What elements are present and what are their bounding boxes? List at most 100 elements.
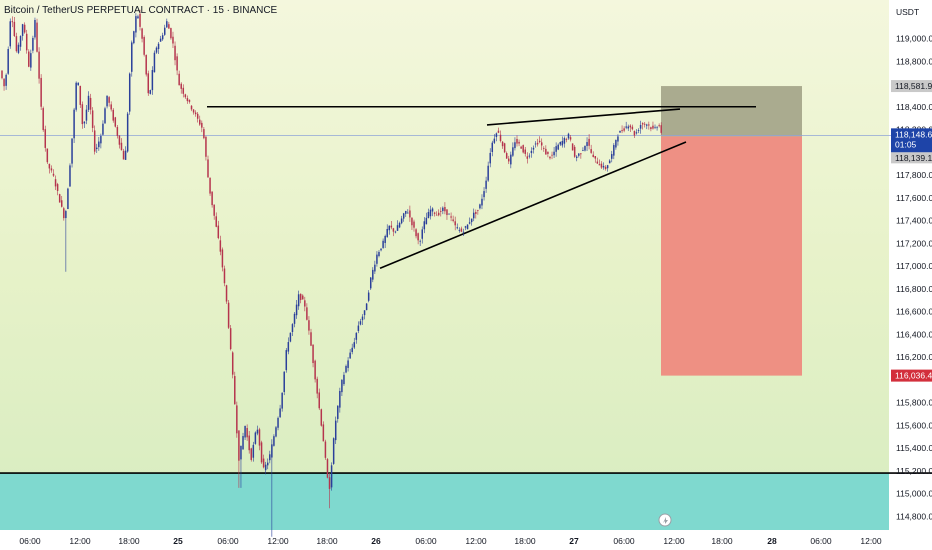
- candle-body: [545, 148, 547, 155]
- price-tick-label: 115,800.0: [896, 398, 932, 408]
- candle-body: [444, 207, 446, 212]
- candle-body: [363, 310, 366, 316]
- stop-zone[interactable]: [661, 136, 802, 376]
- candle-body: [378, 251, 380, 257]
- time-tick-label: 12:00: [465, 536, 487, 546]
- candle-body: [580, 153, 582, 155]
- candle-body: [242, 436, 244, 450]
- entry-price-text: 118,139.1: [895, 153, 932, 163]
- candle-body: [262, 458, 265, 468]
- candle-body: [209, 177, 211, 194]
- candle-body: [501, 141, 504, 147]
- candle-body: [264, 464, 267, 471]
- candle-body: [9, 21, 11, 47]
- candle-body: [565, 139, 568, 140]
- candle-body: [508, 158, 510, 162]
- candle-body: [28, 51, 30, 67]
- candle-body: [639, 124, 642, 129]
- candle-body: [582, 150, 584, 151]
- candle-body: [407, 212, 409, 214]
- candle-body: [219, 240, 222, 252]
- candle-body: [176, 56, 178, 71]
- candle-body: [390, 225, 393, 228]
- candle-body: [400, 218, 403, 224]
- candle-body: [252, 444, 255, 458]
- candle-body: [306, 307, 308, 320]
- time-axis[interactable]: 06:00 12:00 18:00 25 06:00 12:00 18:00 26 06:00 1…: [19, 536, 882, 546]
- candle-body: [374, 264, 376, 272]
- candle-body: [221, 249, 224, 268]
- candle-body: [13, 21, 16, 37]
- candle-body: [159, 38, 162, 42]
- candle-body: [611, 154, 613, 159]
- candle-body: [291, 324, 294, 332]
- candle-body: [532, 147, 535, 150]
- candle-body: [600, 163, 603, 168]
- candle-body: [58, 194, 61, 203]
- candle-body: [359, 321, 362, 325]
- candle-body: [394, 231, 397, 233]
- candle-body: [522, 145, 524, 153]
- countdown-text: 01:05: [895, 139, 917, 149]
- candle-body: [386, 228, 388, 238]
- candle-body: [553, 151, 555, 156]
- candle-body: [302, 295, 304, 300]
- candle-body: [203, 129, 205, 139]
- candle-body: [320, 409, 323, 426]
- candle-body: [514, 142, 516, 149]
- candle-body: [615, 140, 617, 148]
- candle-body: [349, 352, 351, 359]
- price-tick-label: 117,200.0: [896, 238, 932, 248]
- candle-body: [100, 136, 102, 144]
- time-tick-label: 06:00: [415, 536, 437, 546]
- candle-body: [310, 332, 312, 346]
- candle-body: [42, 108, 44, 131]
- candle-body: [503, 143, 506, 153]
- time-tick-label: 18:00: [118, 536, 140, 546]
- candle-body: [98, 141, 100, 148]
- candle-body: [423, 221, 426, 230]
- target-price-tag: [891, 80, 932, 93]
- candle-body: [285, 350, 288, 371]
- candle-body: [3, 78, 5, 87]
- candle-body: [351, 347, 353, 353]
- candle-body: [40, 77, 42, 107]
- candle-body: [161, 35, 164, 40]
- candle-body: [147, 73, 150, 94]
- wedge-upper[interactable]: [486, 108, 681, 126]
- time-tick-label: 26: [371, 536, 381, 546]
- candle-body: [128, 73, 131, 112]
- target-zone[interactable]: [661, 86, 802, 137]
- price-tick-label: 119,000.0: [896, 34, 932, 44]
- candle-body: [5, 74, 7, 86]
- candle-body: [526, 156, 529, 159]
- candle-body: [334, 420, 337, 441]
- candle-body: [93, 130, 96, 152]
- candle-body: [34, 19, 36, 38]
- candle-body: [563, 138, 566, 144]
- replay-icon[interactable]: [658, 513, 672, 527]
- wedge-lower[interactable]: [379, 141, 687, 270]
- candle-body: [493, 138, 496, 143]
- price-tick-label: 115,600.0: [896, 420, 932, 430]
- candle-body: [332, 438, 335, 464]
- candle-body: [440, 210, 442, 212]
- candle-body: [77, 82, 79, 86]
- time-axis-background: [0, 530, 932, 550]
- candle-body: [376, 254, 378, 264]
- candle-body: [339, 390, 341, 408]
- candle-body: [73, 109, 75, 139]
- candle-body: [151, 70, 154, 91]
- candle-body: [328, 477, 331, 489]
- candle-body: [23, 24, 26, 33]
- candle-body: [658, 125, 660, 127]
- candle-body: [551, 154, 553, 156]
- candle-body: [201, 122, 203, 128]
- candle-body: [602, 165, 605, 168]
- candle-body: [110, 104, 112, 110]
- candle-body: [250, 448, 253, 460]
- candle-body: [322, 424, 325, 442]
- candle-body: [192, 109, 195, 113]
- candle-body: [429, 209, 432, 217]
